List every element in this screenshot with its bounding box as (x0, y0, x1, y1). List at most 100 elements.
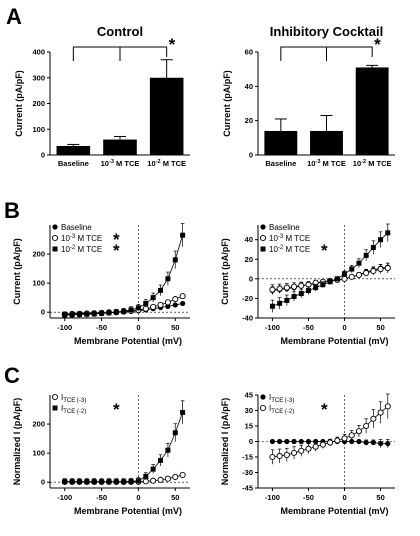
series (269, 262, 391, 295)
data-point (69, 479, 75, 485)
chart-a-left: Control 0 100 200 300 400 Current (pA/pF) Basel… (14, 24, 190, 168)
y-tick-label: -30 (242, 468, 253, 477)
significance-bracket (280, 46, 373, 61)
legend-label: 10-3 M TCE (61, 234, 102, 243)
y-tick-label: -15 (242, 453, 253, 462)
series-line (64, 412, 184, 483)
significance-star: * (113, 230, 120, 249)
y-tick-label: 45 (245, 391, 253, 400)
data-point (377, 409, 384, 416)
legend-marker (260, 246, 266, 252)
y-tick-label: 0 (249, 151, 253, 160)
significance-bracket (72, 46, 168, 61)
data-point (327, 439, 334, 446)
bar (310, 130, 343, 155)
data-point (298, 282, 305, 289)
significance-star: * (321, 400, 328, 419)
y-tick-label: -40 (242, 314, 253, 323)
x-axis-label: Membrane Potential (mV) (74, 506, 182, 516)
legend-label: 10-2 M TCE (61, 245, 102, 254)
data-point (172, 430, 178, 436)
y-tick-label: 40 (245, 235, 253, 244)
x-axis-label: Membrane Potential (mV) (74, 336, 182, 346)
panel-label-c: C (4, 363, 20, 388)
y-tick-label: 0 (249, 437, 253, 446)
bar (56, 145, 91, 155)
data-point (363, 439, 369, 446)
y-tick-label: 200 (32, 250, 45, 259)
data-point (106, 310, 112, 316)
panel-label-b: B (4, 198, 20, 223)
x-tick-label: 50 (171, 323, 179, 332)
data-point (349, 266, 355, 272)
data-point (128, 478, 134, 484)
legend-label: ITCE (-3) (269, 393, 294, 404)
data-point (283, 451, 290, 458)
y-tick-label: 20 (245, 116, 253, 125)
data-point (334, 276, 340, 282)
data-point (363, 269, 370, 277)
legend-marker (259, 404, 267, 412)
y-tick-label: 100 (32, 449, 45, 458)
data-point (370, 245, 376, 251)
bar (103, 139, 137, 155)
data-point (298, 291, 304, 297)
data-point (180, 232, 186, 238)
y-tick-label: 40 (245, 82, 253, 91)
legend-marker (52, 405, 58, 411)
data-point (76, 312, 82, 318)
data-point (283, 284, 290, 291)
legend-marker (51, 393, 59, 401)
data-point (355, 271, 362, 278)
data-point (284, 297, 290, 303)
data-point (291, 283, 298, 290)
chart-c-left: 0 100 200 -100 -50 0 50 Membrane Potential (mV)… (12, 393, 190, 516)
data-point (180, 300, 186, 307)
x-tick-label: Baseline (58, 159, 89, 168)
y-tick-label: 100 (32, 279, 45, 288)
data-point (121, 479, 127, 485)
y-tick-label: 0 (41, 478, 45, 487)
data-point (341, 435, 348, 442)
y-tick-label: 20 (245, 255, 253, 264)
data-point (165, 276, 171, 282)
x-tick-label: -50 (303, 323, 314, 332)
data-point (135, 478, 141, 484)
data-point (99, 310, 105, 316)
legend-marker (260, 394, 266, 400)
x-tick-label: 0 (136, 323, 140, 332)
data-point (69, 312, 75, 318)
data-point (158, 287, 164, 293)
chart-title: Inhibitory Cocktail (270, 24, 383, 39)
data-point (269, 453, 276, 461)
data-point (305, 288, 311, 294)
x-tick-label: -100 (57, 323, 72, 332)
series (62, 400, 186, 485)
x-tick-label: 10-2 M TCE (147, 159, 186, 168)
data-point (385, 440, 391, 447)
legend-marker (52, 246, 58, 252)
data-point (377, 266, 384, 273)
data-point (135, 305, 141, 311)
data-point (327, 279, 333, 285)
x-tick-label: 50 (376, 493, 384, 502)
series (62, 223, 186, 319)
data-point (370, 267, 377, 275)
y-tick-label: -20 (242, 294, 253, 303)
data-point (298, 438, 304, 445)
data-point (363, 252, 369, 258)
x-tick-label: 10-3 M TCE (101, 159, 140, 168)
y-tick-label: 30 (245, 406, 253, 415)
legend-label: Baseline (61, 223, 92, 232)
data-point (91, 479, 97, 485)
data-point (313, 285, 319, 291)
data-point (319, 441, 326, 448)
data-point (113, 479, 119, 485)
chart-c-right: -45 -30 -15 0 15 30 45 -100 -50 0 50 Membrane Poten… (220, 391, 395, 516)
data-point (99, 479, 105, 485)
legend-label: Baseline (269, 223, 300, 232)
data-point (143, 473, 149, 479)
data-point (342, 271, 348, 277)
x-axis-label: Membrane Potential (mV) (280, 506, 388, 516)
x-tick-label: 50 (171, 493, 179, 502)
